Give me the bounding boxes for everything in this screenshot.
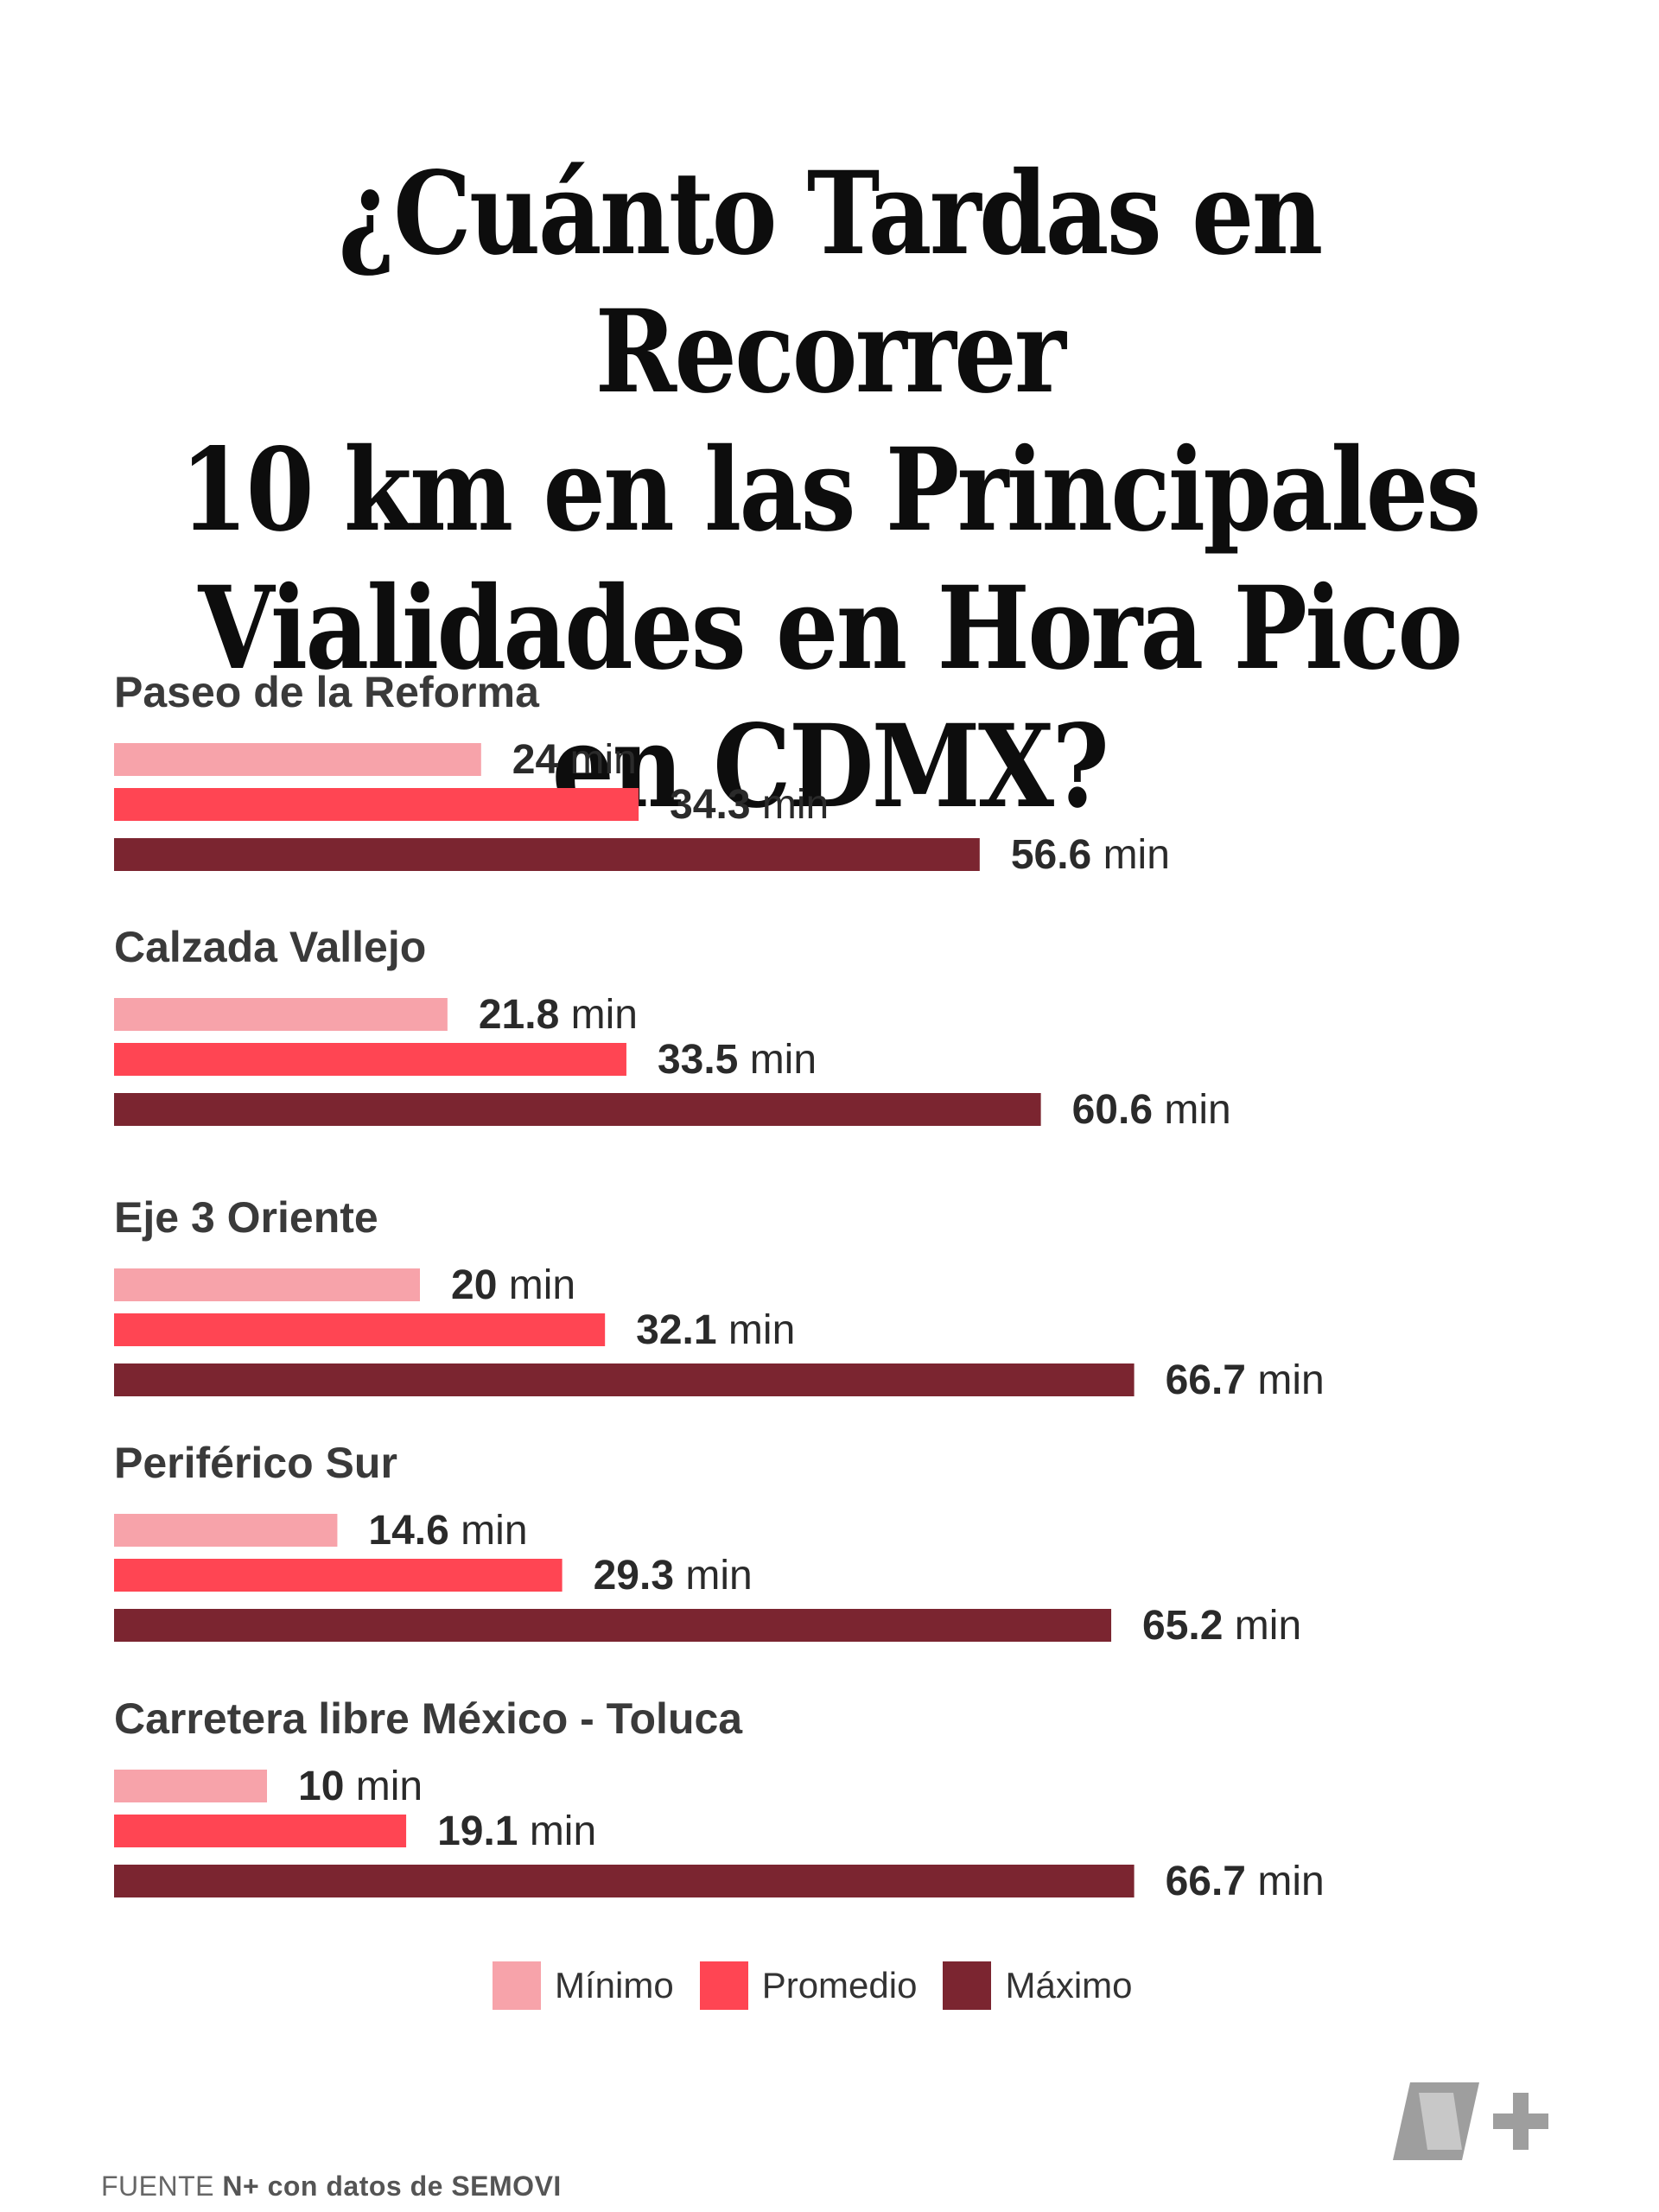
legend-swatch-minimo (493, 1961, 541, 2010)
value-label: 32.1 min (636, 1307, 795, 1353)
value-label: 60.6 min (1072, 1087, 1231, 1133)
value-label: 24 min (512, 737, 637, 783)
bar-mínimo (114, 998, 448, 1031)
n-plus-logo-icon (1393, 2082, 1548, 2160)
bar-promedio (114, 1815, 407, 1847)
legend-label: Máximo (1005, 1965, 1133, 2005)
bar-máximo (114, 838, 980, 871)
bar-chart: Paseo de la Reforma 24 min 34.3 min 56.6 mi… (114, 668, 1325, 1904)
bar-promedio (114, 1043, 626, 1076)
category-label: Paseo de la Reforma (114, 668, 540, 716)
value-label: 19.1 min (437, 1808, 596, 1854)
legend-swatch-maximo (943, 1961, 992, 2010)
legend-label: Mínimo (555, 1965, 674, 2005)
bar-mínimo (114, 1514, 338, 1547)
value-label: 33.5 min (658, 1037, 817, 1083)
bar-máximo (114, 1363, 1135, 1396)
bar-máximo (114, 1093, 1041, 1126)
value-label: 20 min (451, 1262, 575, 1308)
chart-title: ¿Cuánto Tardas en Recorrer 10 km en las … (161, 145, 1498, 836)
value-label: 14.6 min (368, 1508, 527, 1554)
bar-promedio (114, 788, 639, 821)
legend-item-maximo: Máximo (943, 1961, 1133, 2010)
value-label: 66.7 min (1166, 1859, 1325, 1904)
source-brand: N+ (222, 2171, 260, 2202)
bar-promedio (114, 1313, 606, 1346)
legend-label: Promedio (761, 1965, 918, 2005)
legend-item-minimo: Mínimo (493, 1961, 674, 2010)
value-label: 56.6 min (1011, 832, 1170, 878)
value-label: 65.2 min (1142, 1603, 1301, 1649)
legend-item-promedio: Promedio (699, 1961, 918, 2010)
value-label: 10 min (298, 1764, 423, 1809)
title-line: en CDMX? (551, 700, 1109, 835)
bar-máximo (114, 1609, 1112, 1642)
legend-swatch-promedio (699, 1961, 748, 2010)
value-label: 29.3 min (594, 1553, 753, 1599)
bar-mínimo (114, 743, 481, 776)
bar-mínimo (114, 1268, 420, 1301)
source-middle: con datos de (267, 2171, 443, 2202)
category-label: Carretera libre México - Toluca (114, 1694, 743, 1743)
value-label: 21.8 min (479, 992, 638, 1038)
value-label: 34.3 min (670, 782, 829, 828)
source-prefix: FUENTE (101, 2171, 214, 2202)
bar-promedio (114, 1559, 563, 1592)
category-label: Calzada Vallejo (114, 923, 426, 971)
title-line: Vialidades en Hora Pico (198, 562, 1463, 696)
bar-mínimo (114, 1770, 267, 1802)
bar-máximo (114, 1865, 1135, 1897)
category-label: Eje 3 Oriente (114, 1193, 378, 1242)
title-line: 10 km en las Principales (180, 423, 1481, 558)
title-line: ¿Cuánto Tardas en Recorrer (338, 147, 1323, 420)
category-label: Periférico Sur (114, 1439, 397, 1487)
chart-legend: Mínimo Promedio Máximo (493, 1961, 1133, 2010)
source-note: FUENTE N+ con datos de SEMOVI (101, 2171, 562, 2202)
source-org: SEMOVI (451, 2171, 562, 2202)
value-label: 66.7 min (1166, 1357, 1325, 1403)
